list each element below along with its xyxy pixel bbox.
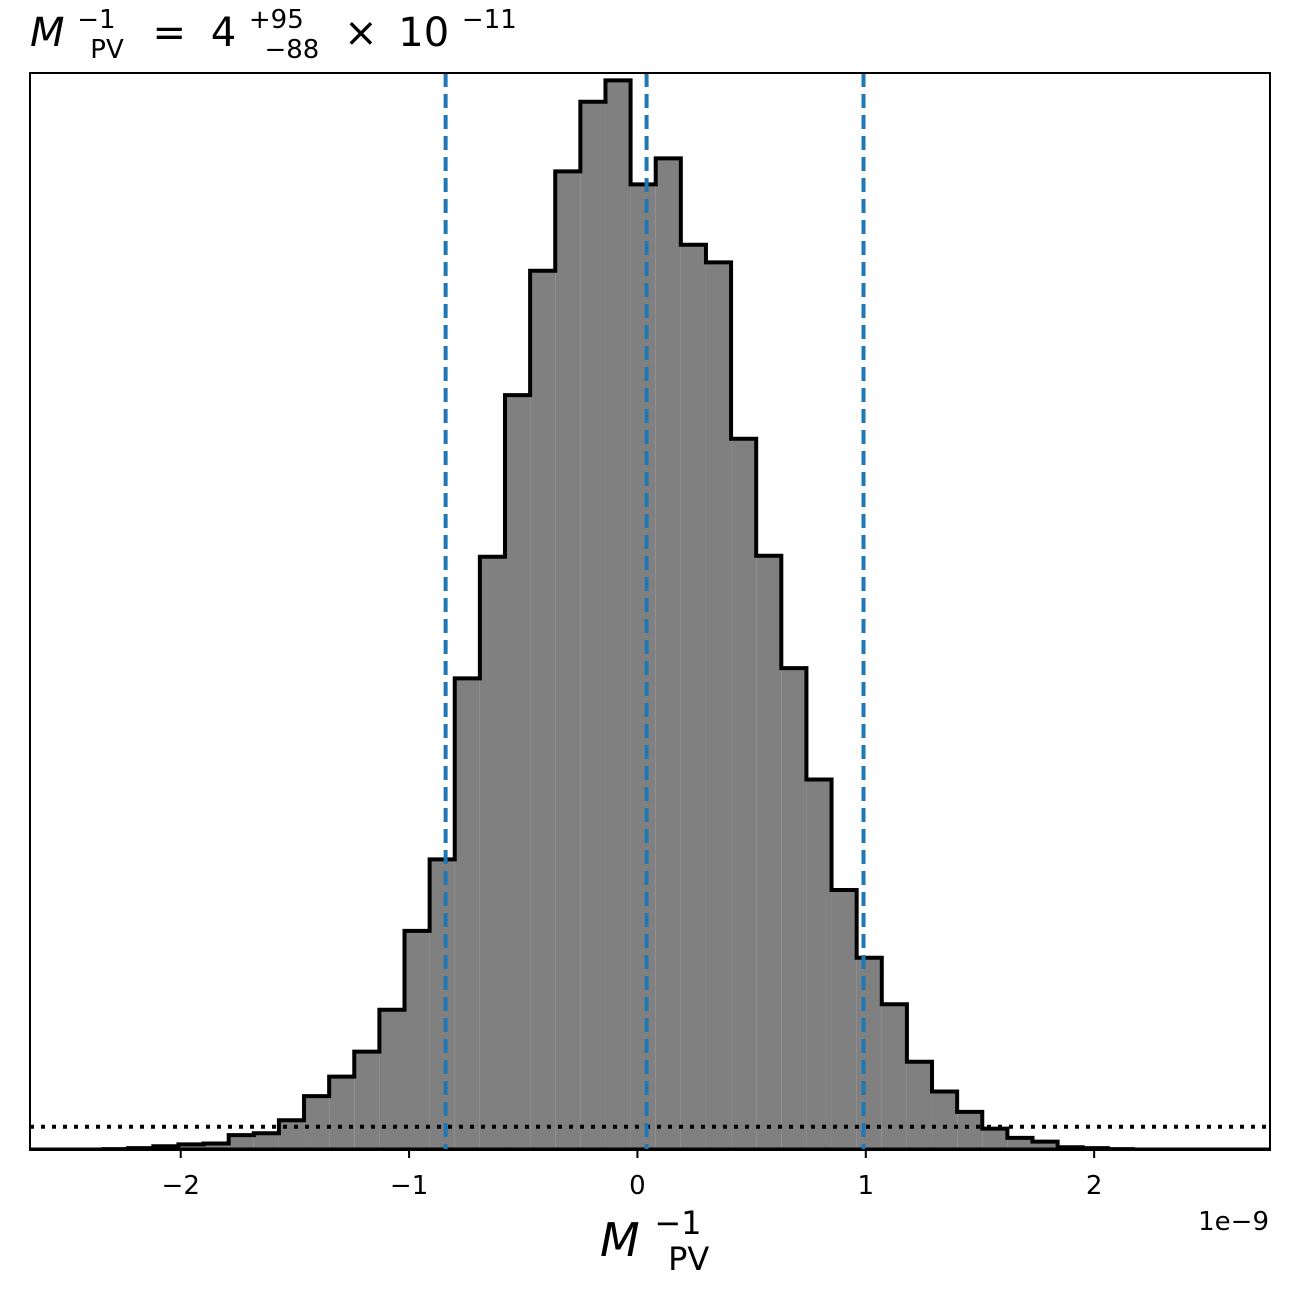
histogram-bar	[178, 1144, 204, 1150]
title-base: 10	[398, 10, 449, 56]
histogram-bar	[1007, 1137, 1033, 1150]
chart-title: M −1 PV = 4 +95 −88 × 10 −11	[30, 0, 517, 68]
histogram-bar	[906, 1061, 933, 1150]
histogram-bar	[404, 930, 430, 1150]
title-var-sub: PV	[90, 35, 124, 65]
plot-area	[30, 73, 1270, 1150]
histogram-bar	[756, 555, 782, 1150]
histogram-bar	[705, 262, 732, 1150]
histogram-bar	[555, 171, 581, 1150]
histogram-outline	[101, 78, 1159, 1150]
title-err-minus: −88	[264, 35, 319, 65]
title-var: M	[30, 10, 65, 56]
histogram-bar	[881, 1004, 907, 1150]
xlabel-var-sup: −1	[654, 1204, 701, 1242]
histogram-bar	[479, 556, 505, 1150]
x-offset-label: 1e−9	[1198, 1207, 1269, 1237]
histogram-bar	[454, 678, 480, 1150]
histogram-bar	[379, 1009, 405, 1150]
x-tick-label: −2	[162, 1171, 200, 1201]
x-axis: −2 −1 0 1 2	[162, 1150, 1103, 1201]
histogram-bar	[806, 779, 832, 1150]
histogram-bar	[228, 1135, 254, 1150]
axes-frame	[29, 72, 1271, 1151]
histogram-bar	[203, 1143, 229, 1150]
histogram-bar	[304, 1096, 330, 1150]
histogram-bar	[781, 668, 807, 1150]
histogram-bar	[655, 158, 681, 1150]
histogram-bar	[530, 270, 556, 1150]
histogram-bar	[429, 859, 455, 1150]
histogram-bar	[253, 1133, 279, 1150]
title-var-sup: −1	[77, 5, 115, 35]
histogram-bar	[354, 1051, 380, 1150]
x-tick-label: 2	[1086, 1171, 1103, 1201]
histogram-bar	[1032, 1141, 1058, 1150]
histogram-bar	[504, 395, 531, 1150]
title-times: ×	[344, 10, 378, 56]
histogram-bar	[605, 80, 631, 1150]
x-tick-label: 1	[858, 1171, 875, 1201]
histogram-bar	[278, 1120, 305, 1150]
xlabel-var-sub: PV	[668, 1240, 709, 1278]
histogram-bar	[329, 1076, 355, 1150]
x-axis-label: M −1 PV	[600, 1191, 716, 1278]
title-value: 4	[211, 10, 236, 56]
histogram-bar	[630, 184, 656, 1150]
x-tick-label: −1	[390, 1171, 428, 1201]
x-tick-label: 0	[629, 1171, 646, 1201]
histogram-bar	[580, 101, 606, 1150]
xlabel-var: M	[600, 1213, 640, 1267]
title-err-plus: +95	[249, 5, 304, 35]
histogram-bar	[932, 1091, 958, 1150]
histogram-bar	[856, 957, 882, 1150]
histogram-bar	[982, 1128, 1008, 1150]
title-equals: =	[152, 10, 186, 56]
title-exponent: −11	[462, 5, 517, 35]
histogram-bar	[957, 1111, 983, 1150]
histogram-bar	[831, 890, 857, 1150]
histogram-bar	[680, 244, 706, 1150]
histogram-bar	[731, 438, 757, 1150]
